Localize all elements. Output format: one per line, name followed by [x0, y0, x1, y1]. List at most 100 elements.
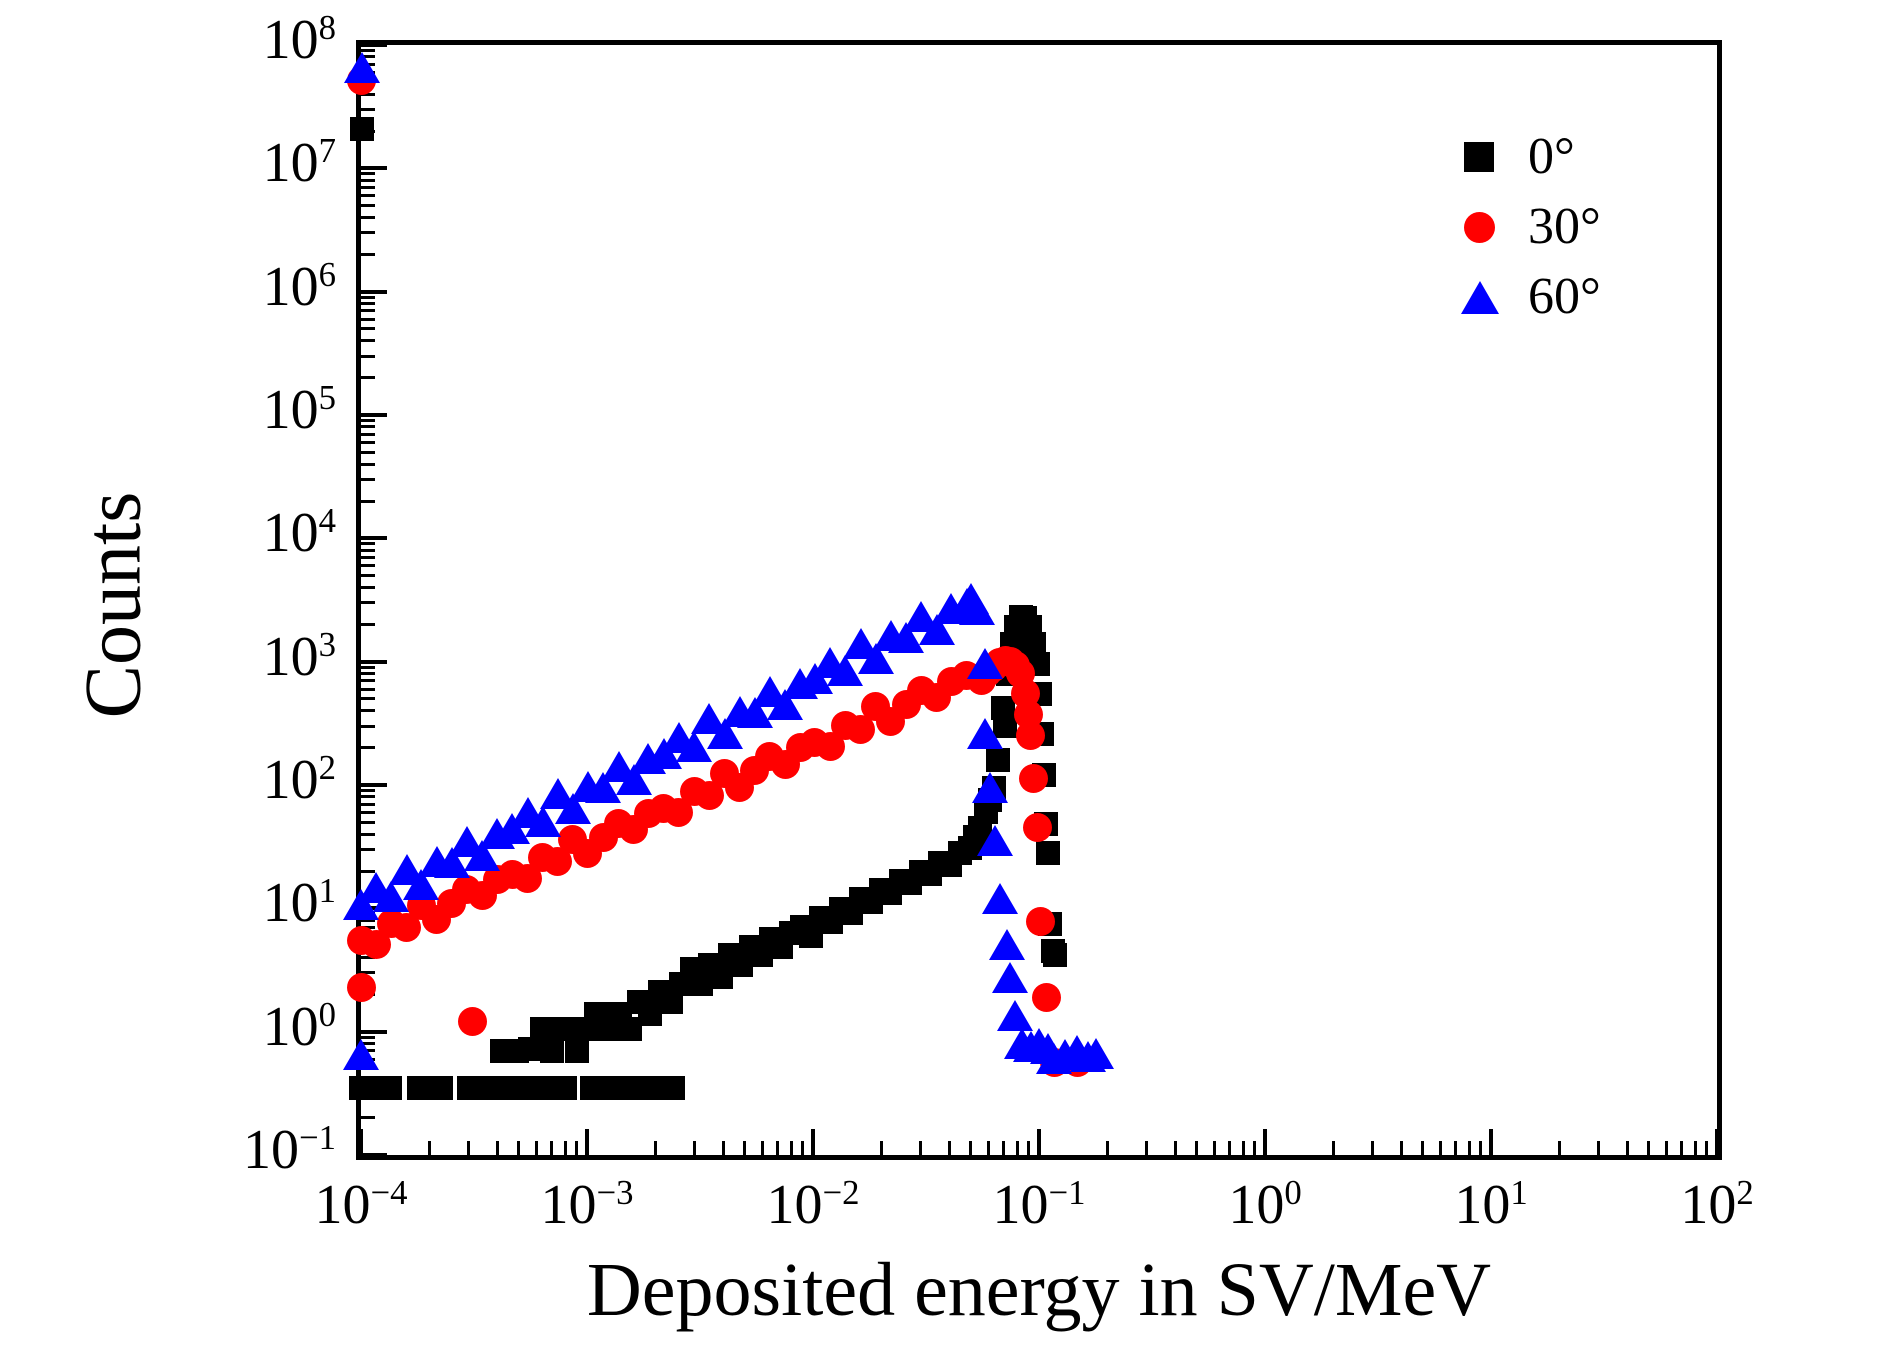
x-minor-tick — [1145, 1141, 1149, 1155]
y-tick-label: 101 — [262, 871, 336, 935]
x-minor-tick — [1015, 1141, 1019, 1155]
y-minor-tick — [361, 215, 375, 219]
x-tick-label: 100 — [1228, 1173, 1302, 1237]
series-0deg-point — [564, 1038, 589, 1063]
y-minor-tick — [361, 971, 375, 975]
x-minor-tick — [721, 1141, 725, 1155]
y-major-tick — [361, 1153, 387, 1157]
x-minor-tick — [693, 1141, 697, 1155]
x-minor-tick — [947, 1141, 951, 1155]
x-tick-label: 10−1 — [992, 1173, 1086, 1237]
y-minor-tick — [361, 687, 375, 691]
black-square-icon — [1464, 142, 1494, 172]
x-minor-tick — [879, 1141, 883, 1155]
x-minor-tick — [1195, 1141, 1199, 1155]
y-minor-tick — [361, 795, 375, 799]
series-0deg-point — [637, 1001, 662, 1026]
series-60deg-point — [1077, 1037, 1114, 1069]
y-minor-tick — [361, 548, 375, 552]
series-60deg-point — [373, 880, 410, 912]
y-tick-labels: 108 107 106 105 104 103 102 101 100 10−1 — [0, 0, 336, 1347]
series-60deg-point — [988, 929, 1025, 961]
x-minor-tick — [1002, 1141, 1006, 1155]
y-minor-tick — [361, 178, 375, 182]
series-30deg-point — [1016, 721, 1046, 751]
y-minor-tick — [361, 623, 375, 627]
series-60deg-point — [343, 52, 380, 84]
series-0deg-point — [1021, 631, 1046, 656]
y-tick-label: 10−1 — [243, 1118, 336, 1182]
y-minor-tick — [361, 789, 375, 793]
x-minor-tick — [1647, 1141, 1651, 1155]
x-minor-tick — [919, 1141, 923, 1155]
x-minor-tick — [1241, 1141, 1245, 1155]
y-minor-tick — [361, 802, 375, 806]
y-minor-tick — [361, 194, 375, 198]
x-minor-tick — [495, 1141, 499, 1155]
series-60deg-point — [996, 999, 1033, 1031]
y-minor-tick — [361, 317, 375, 321]
y-minor-tick — [361, 203, 375, 207]
series-0deg-point — [660, 1075, 685, 1100]
x-minor-tick — [987, 1141, 991, 1155]
x-minor-tick — [789, 1141, 793, 1155]
legend-item-0deg: 0° — [1452, 122, 1601, 192]
y-minor-tick — [361, 107, 375, 111]
x-minor-tick — [467, 1141, 471, 1155]
y-minor-tick — [361, 339, 375, 343]
series-60deg-point — [676, 730, 713, 762]
y-minor-tick — [361, 432, 375, 436]
series-60deg-point — [343, 1038, 379, 1070]
series-0deg-point — [553, 1075, 578, 1100]
series-0deg-point — [518, 1037, 543, 1062]
x-major-tick — [1489, 1129, 1493, 1155]
y-minor-tick — [361, 231, 375, 235]
series-60deg-point — [981, 882, 1018, 914]
series-30deg-point — [1026, 907, 1056, 937]
x-minor-tick — [969, 1141, 973, 1155]
x-minor-tick — [1027, 1141, 1031, 1155]
y-minor-tick — [361, 746, 375, 750]
x-tick-label: 10−2 — [766, 1173, 860, 1237]
x-minor-tick — [1213, 1141, 1217, 1155]
y-minor-tick — [361, 679, 375, 683]
x-minor-tick — [776, 1141, 780, 1155]
series-60deg-point — [827, 655, 864, 687]
x-minor-tick — [1421, 1141, 1425, 1155]
y-minor-tick — [361, 477, 375, 481]
x-tick-labels: 10−4 10−3 10−2 10−1 100 101 102 — [0, 1173, 1890, 1266]
x-minor-tick — [801, 1141, 805, 1155]
y-minor-tick — [361, 672, 375, 676]
x-minor-tick — [761, 1141, 765, 1155]
y-major-tick — [361, 413, 387, 417]
y-major-tick — [361, 166, 387, 171]
x-major-tick — [359, 1129, 363, 1155]
series-60deg-point — [967, 717, 1004, 749]
x-minor-tick — [1173, 1141, 1177, 1155]
y-major-tick — [361, 1029, 387, 1034]
y-minor-tick — [361, 376, 375, 380]
series-0deg-point — [1043, 942, 1068, 967]
y-minor-tick — [361, 327, 375, 331]
y-minor-tick — [361, 810, 375, 814]
x-minor-tick — [563, 1141, 567, 1155]
y-major-tick — [361, 289, 387, 294]
y-minor-tick — [361, 724, 375, 728]
series-30deg-point — [1032, 982, 1062, 1012]
x-major-tick — [1037, 1129, 1041, 1155]
x-minor-tick — [1371, 1141, 1375, 1155]
x-minor-tick — [427, 1141, 431, 1155]
y-minor-tick — [361, 309, 375, 313]
y-tick-label: 104 — [262, 501, 336, 565]
blue-triangle-icon — [1461, 280, 1499, 314]
x-axis-title: Deposited energy in SV/MeV — [586, 1248, 1492, 1332]
y-minor-tick — [361, 1035, 375, 1039]
y-tick-label: 105 — [262, 378, 336, 442]
series-30deg-point — [457, 1007, 487, 1037]
x-minor-tick — [1399, 1141, 1403, 1155]
series-0deg-point — [378, 1075, 403, 1100]
y-major-tick — [361, 659, 387, 664]
series-60deg-point — [967, 648, 1004, 680]
y-minor-tick — [361, 302, 375, 306]
